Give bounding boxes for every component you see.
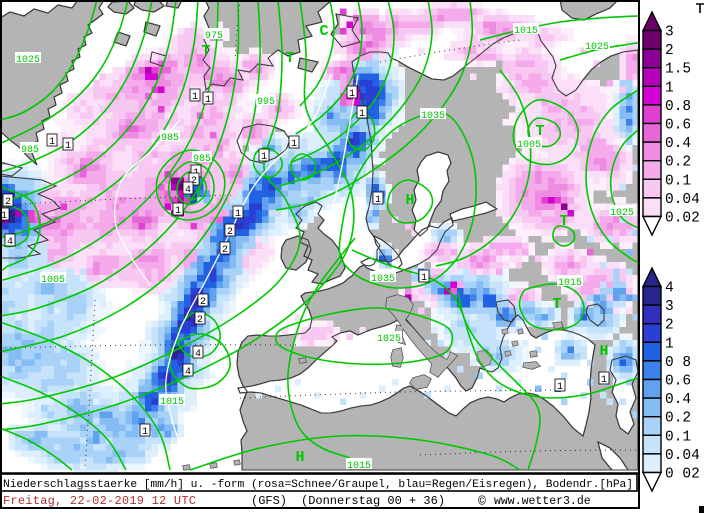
svg-text:1005: 1005 — [41, 275, 65, 286]
svg-text:985: 985 — [161, 133, 179, 144]
svg-text:1025: 1025 — [610, 208, 634, 219]
svg-text:1: 1 — [665, 336, 674, 352]
svg-text:4: 4 — [7, 237, 13, 248]
svg-text:C: C — [319, 23, 328, 40]
svg-text:1: 1 — [142, 427, 148, 438]
svg-text:T: T — [285, 50, 294, 67]
svg-text:2: 2 — [5, 197, 11, 208]
svg-text:H: H — [405, 192, 414, 209]
svg-text:0.2: 0.2 — [665, 411, 691, 427]
svg-text:T: T — [552, 296, 561, 313]
svg-text:1: 1 — [349, 89, 355, 100]
svg-text:3: 3 — [665, 299, 674, 315]
svg-text:1: 1 — [421, 273, 427, 284]
svg-text:1: 1 — [291, 139, 297, 150]
svg-text:1: 1 — [1, 211, 7, 222]
svg-text:0.4: 0.4 — [665, 136, 691, 152]
svg-text:1025: 1025 — [585, 42, 609, 53]
svg-text:©: © — [478, 494, 486, 509]
svg-text:T: T — [559, 213, 568, 230]
svg-text:1035: 1035 — [371, 274, 395, 285]
svg-text:1: 1 — [557, 382, 563, 393]
svg-text:2: 2 — [227, 227, 233, 238]
svg-text:0.1: 0.1 — [665, 173, 691, 189]
svg-text:995: 995 — [257, 97, 275, 108]
svg-text:T: T — [535, 123, 544, 140]
svg-text:985: 985 — [21, 145, 39, 156]
svg-text:0.04: 0.04 — [665, 192, 700, 208]
svg-text:1015: 1015 — [558, 278, 582, 289]
svg-text:1: 1 — [375, 195, 381, 206]
svg-text:1005: 1005 — [517, 140, 541, 151]
svg-text:985: 985 — [193, 154, 211, 165]
svg-text:0.04: 0.04 — [665, 448, 700, 464]
svg-text:0.4: 0.4 — [665, 392, 691, 408]
svg-text:www.wetter3.de: www.wetter3.de — [494, 495, 591, 508]
svg-text:0 8: 0 8 — [665, 355, 691, 371]
svg-text:0.2: 0.2 — [665, 155, 691, 171]
svg-text:1035: 1035 — [421, 111, 445, 122]
svg-text:0.6: 0.6 — [665, 374, 691, 390]
svg-text:4: 4 — [185, 367, 191, 378]
svg-text:1015: 1015 — [514, 26, 538, 37]
svg-text:1015: 1015 — [160, 397, 184, 408]
svg-text:2: 2 — [665, 318, 674, 334]
svg-text:1: 1 — [205, 95, 211, 106]
svg-text:1: 1 — [665, 80, 674, 96]
svg-text:(Donnerstag 00 + 36): (Donnerstag 00 + 36) — [301, 494, 445, 508]
svg-text:1: 1 — [261, 152, 267, 163]
svg-text:4: 4 — [195, 349, 201, 360]
svg-text:0.02: 0.02 — [665, 211, 700, 227]
svg-text:0.8: 0.8 — [665, 99, 691, 115]
svg-text:(GFS): (GFS) — [251, 494, 287, 508]
svg-text:H: H — [599, 343, 608, 360]
svg-text:2: 2 — [665, 43, 674, 59]
svg-text:1: 1 — [601, 375, 607, 386]
svg-text:2: 2 — [197, 315, 203, 326]
svg-text:1025: 1025 — [377, 334, 401, 345]
svg-text:1025: 1025 — [16, 55, 40, 66]
svg-text:1: 1 — [49, 137, 55, 148]
svg-text:1: 1 — [175, 206, 181, 217]
svg-text:3: 3 — [665, 25, 674, 41]
svg-text:1.5: 1.5 — [665, 62, 691, 78]
svg-text:0.1: 0.1 — [665, 429, 691, 445]
svg-text:2: 2 — [191, 176, 197, 187]
svg-text:Freitag, 22-02-2019 12 UTC: Freitag, 22-02-2019 12 UTC — [3, 494, 196, 508]
svg-text:0 02: 0 02 — [665, 467, 700, 483]
svg-text:1: 1 — [359, 109, 365, 120]
svg-text:4: 4 — [665, 281, 674, 297]
svg-text:T: T — [201, 43, 210, 60]
svg-text:H: H — [295, 449, 304, 466]
svg-text:4: 4 — [185, 185, 191, 196]
svg-text:1: 1 — [192, 92, 198, 103]
svg-text:2: 2 — [222, 245, 228, 256]
svg-text:0.6: 0.6 — [665, 118, 691, 134]
svg-text:1: 1 — [65, 141, 71, 152]
svg-text:975: 975 — [205, 31, 223, 42]
svg-text:1: 1 — [235, 209, 241, 220]
svg-text:2: 2 — [200, 297, 206, 308]
svg-text:1015: 1015 — [347, 461, 371, 472]
svg-text:Niederschlagsstaerke [mm/h] u.: Niederschlagsstaerke [mm/h] u. -form (ro… — [3, 479, 633, 491]
